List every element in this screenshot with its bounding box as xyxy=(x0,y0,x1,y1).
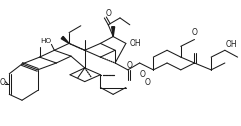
Text: OH: OH xyxy=(226,40,237,49)
Polygon shape xyxy=(61,36,69,43)
Text: OH: OH xyxy=(130,39,141,48)
Text: O: O xyxy=(127,61,133,70)
Text: O: O xyxy=(140,70,146,79)
Text: HO: HO xyxy=(40,38,51,44)
Text: O: O xyxy=(145,78,150,87)
Text: O: O xyxy=(105,9,111,18)
Text: O: O xyxy=(192,28,197,37)
Polygon shape xyxy=(112,27,115,37)
Text: O: O xyxy=(0,78,5,87)
